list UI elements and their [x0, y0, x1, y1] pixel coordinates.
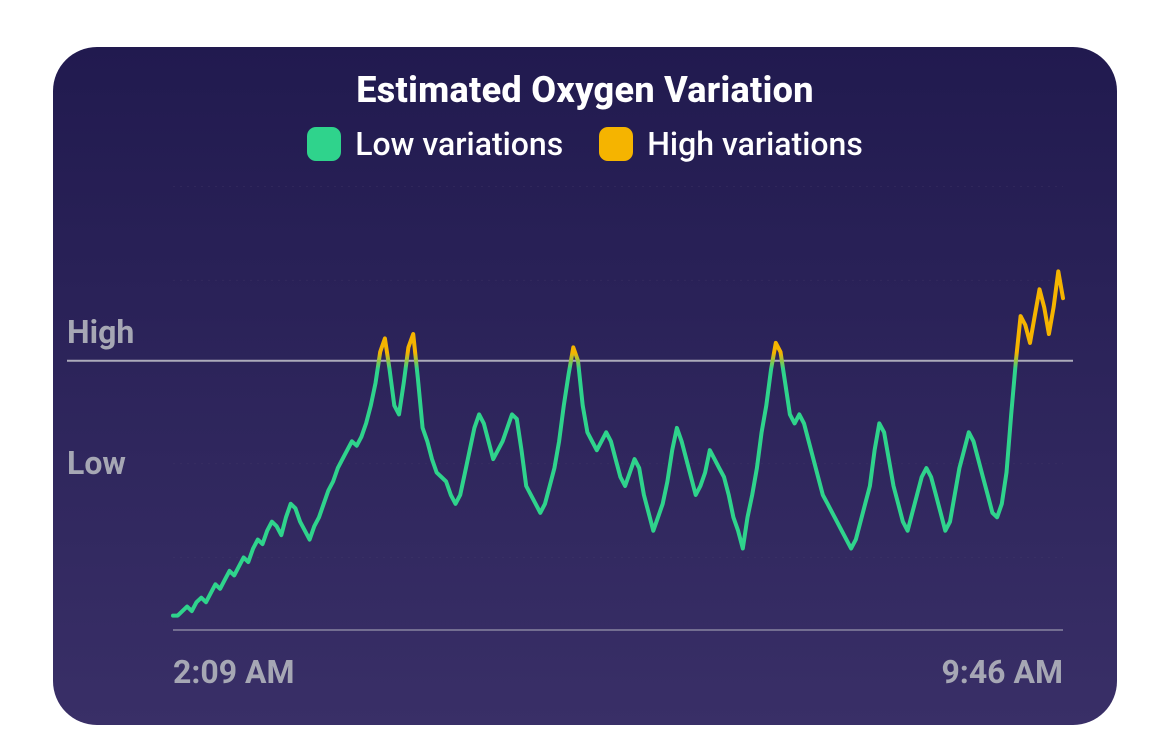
chart-legend: Low variations High variations [53, 125, 1117, 163]
y-axis-label-high: High [67, 313, 134, 351]
legend-swatch-low [307, 127, 341, 161]
legend-swatch-high [599, 127, 633, 161]
legend-label-low: Low variations [355, 125, 563, 163]
y-axis-label-low: Low [67, 444, 126, 482]
chart-title: Estimated Oxygen Variation [53, 69, 1117, 111]
x-axis-label-start: 2:09 AM [173, 653, 295, 691]
legend-item-low: Low variations [307, 125, 563, 163]
x-axis-label-end: 9:46 AM [941, 653, 1063, 691]
legend-label-high: High variations [647, 125, 863, 163]
legend-item-high: High variations [599, 125, 863, 163]
oxygen-variation-card: Estimated Oxygen Variation Low variation… [53, 47, 1117, 725]
